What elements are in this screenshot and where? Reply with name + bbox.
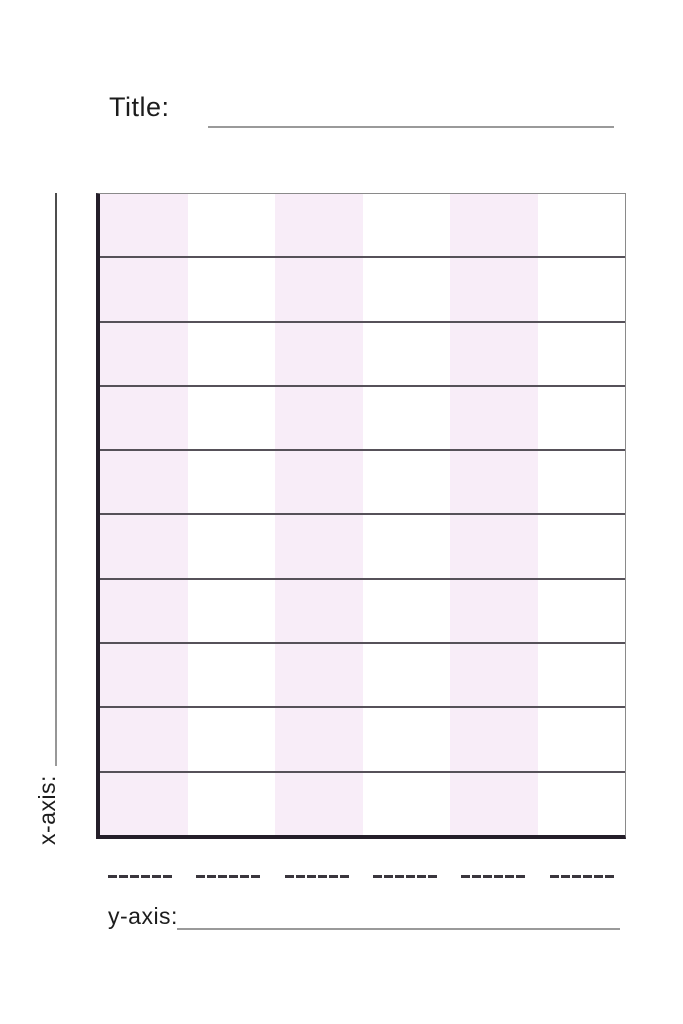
dash (560, 874, 570, 878)
dash (119, 874, 129, 878)
x-axis-label: x-axis: (34, 775, 60, 845)
dash (461, 874, 471, 878)
dash (593, 874, 603, 878)
dash-group-6 (538, 873, 626, 879)
dash (339, 874, 349, 878)
dash (571, 874, 581, 878)
dash (163, 874, 173, 878)
dash (130, 874, 140, 878)
x-axis-write-line (55, 193, 57, 766)
dash (218, 874, 228, 878)
dash (472, 874, 482, 878)
dash (604, 874, 614, 878)
dash (196, 874, 206, 878)
dash (417, 874, 427, 878)
grid-row-1 (100, 194, 625, 259)
dash (317, 874, 327, 878)
dash (306, 874, 316, 878)
grid-row-10 (100, 773, 625, 835)
dash (108, 874, 118, 878)
grid-row-2 (100, 258, 625, 323)
dash (483, 874, 493, 878)
dash (152, 874, 162, 878)
grid-row-4 (100, 387, 625, 452)
dash (406, 874, 416, 878)
dash (384, 874, 394, 878)
dash (284, 874, 294, 878)
grid-row-3 (100, 323, 625, 387)
dash (240, 874, 250, 878)
dash-group-4 (361, 873, 449, 879)
dash-group-1 (96, 873, 184, 879)
dash-group-5 (449, 873, 537, 879)
dash (251, 874, 261, 878)
category-placeholder-row (96, 873, 626, 879)
y-axis-label: y-axis: (108, 903, 178, 929)
dash (229, 874, 239, 878)
y-axis-write-line (177, 928, 620, 930)
grid-row-7 (100, 580, 625, 645)
grid-row-5 (100, 451, 625, 516)
grid-rows (100, 194, 625, 835)
dash (141, 874, 151, 878)
dash (582, 874, 592, 878)
dash (549, 874, 559, 878)
dash (373, 874, 383, 878)
dash-group-2 (184, 873, 272, 879)
grid-row-8 (100, 644, 625, 709)
chart-grid (96, 193, 626, 839)
dash (494, 874, 504, 878)
dash (505, 874, 515, 878)
grid-row-9 (100, 708, 625, 773)
dash (328, 874, 338, 878)
title-label: Title: (109, 92, 170, 122)
title-write-line (208, 126, 614, 128)
dash-group-3 (273, 873, 361, 879)
dash (516, 874, 526, 878)
dash (207, 874, 217, 878)
dash (395, 874, 405, 878)
dash (428, 874, 438, 878)
grid-row-6 (100, 515, 625, 580)
dash (295, 874, 305, 878)
